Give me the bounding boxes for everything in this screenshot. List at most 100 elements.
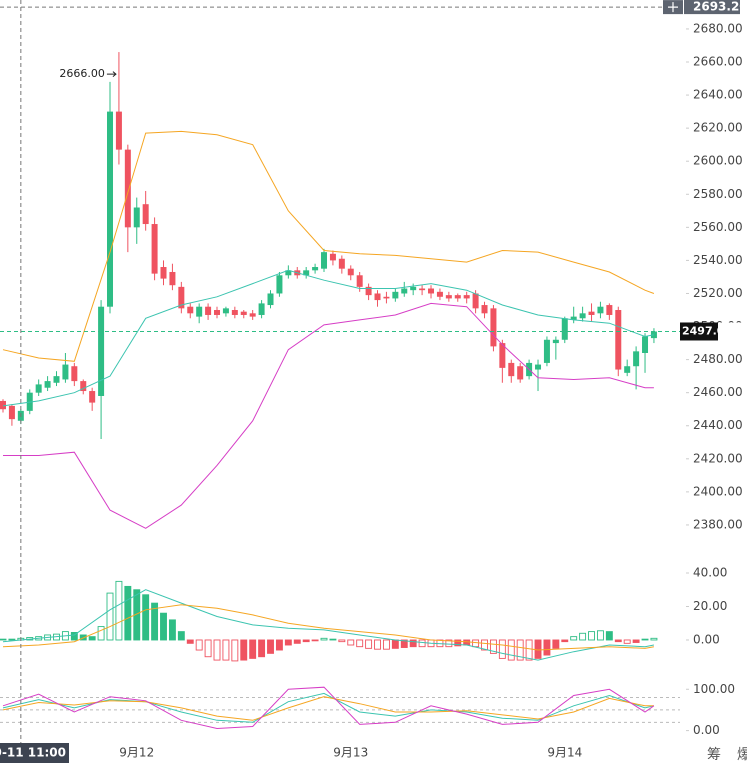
macd-bar bbox=[543, 639, 551, 656]
candle-body bbox=[115, 111, 122, 150]
candle-body bbox=[588, 311, 595, 315]
candle-body bbox=[267, 293, 274, 306]
macd-bar bbox=[374, 639, 381, 650]
macd-bar bbox=[579, 632, 587, 641]
candle-body bbox=[463, 295, 470, 299]
candle-body bbox=[214, 310, 221, 315]
last-price-box bbox=[680, 322, 718, 341]
macd-bar bbox=[115, 580, 123, 641]
macd-bar bbox=[275, 639, 283, 651]
macd-bar bbox=[142, 594, 150, 641]
candle-body bbox=[303, 270, 310, 276]
candle-body bbox=[615, 310, 622, 370]
y-tick-label: 2620.00 bbox=[693, 121, 743, 135]
macd-bar bbox=[249, 639, 257, 659]
y-tick-label: 2580.00 bbox=[693, 187, 743, 201]
y-tick-label: 2640.00 bbox=[693, 88, 743, 102]
candle-body bbox=[392, 291, 399, 299]
macd-bar bbox=[302, 639, 310, 643]
candle-body bbox=[8, 405, 15, 420]
macd-bar bbox=[88, 636, 96, 641]
candle-body bbox=[642, 336, 649, 353]
y-tick-label: 2460.00 bbox=[693, 385, 743, 399]
candle-body bbox=[650, 331, 657, 339]
indicator-line bbox=[2, 269, 654, 407]
macd-bar bbox=[623, 639, 631, 644]
candle-body bbox=[142, 204, 149, 225]
macd-bar bbox=[329, 638, 337, 641]
macd-bar bbox=[605, 631, 613, 641]
toolbar-button[interactable]: 筹 bbox=[707, 746, 721, 763]
y-tick-label: 2600.00 bbox=[693, 154, 743, 168]
indicator-line bbox=[3, 302, 654, 529]
macd-bar bbox=[124, 585, 132, 641]
candle-body bbox=[133, 207, 140, 228]
macd-bar bbox=[561, 639, 569, 643]
candle-body bbox=[401, 288, 408, 294]
macd-bar bbox=[204, 639, 212, 658]
candle-body bbox=[374, 293, 381, 301]
candle-body bbox=[151, 224, 158, 274]
candle-body bbox=[347, 268, 354, 276]
crosshair-time-box bbox=[0, 743, 69, 763]
candle-body bbox=[428, 288, 435, 294]
candle-body bbox=[107, 111, 114, 307]
toolbar-button[interactable]: 爆 bbox=[737, 747, 747, 763]
y-tick-label: 2480.00 bbox=[693, 352, 743, 366]
candle-body bbox=[410, 286, 417, 291]
macd-bar bbox=[489, 639, 497, 654]
candle-body bbox=[124, 149, 131, 228]
axis-area: 2380.00 2400.00 2420.00 2440.00 2460.00 2480.… bbox=[686, 21, 743, 737]
candle-body bbox=[508, 362, 515, 377]
macd-bar bbox=[311, 639, 319, 642]
indicator-line bbox=[2, 696, 654, 721]
candle-body bbox=[579, 313, 586, 319]
candle-body bbox=[178, 286, 185, 309]
indicator-line bbox=[2, 589, 654, 661]
macd-bar bbox=[463, 639, 471, 646]
y-tick-label: 100.00 bbox=[693, 682, 735, 696]
candle-body bbox=[231, 310, 238, 315]
candle-body bbox=[419, 288, 426, 291]
macd-bar bbox=[240, 639, 248, 661]
macd-bar bbox=[570, 636, 578, 641]
macd-bar bbox=[177, 631, 185, 641]
macd-bar bbox=[133, 589, 141, 641]
candle-body bbox=[329, 253, 336, 261]
candle-body bbox=[570, 316, 577, 320]
candle-body bbox=[490, 308, 497, 347]
candle-body bbox=[249, 313, 256, 317]
macd-bar bbox=[8, 638, 16, 641]
y-tick-label: 2520.00 bbox=[693, 286, 743, 300]
candle-body bbox=[160, 267, 167, 279]
macd-bar bbox=[186, 639, 194, 644]
candle-body bbox=[222, 308, 229, 314]
add-icon bbox=[668, 2, 678, 13]
macd-bar bbox=[338, 639, 346, 643]
macd-bar bbox=[391, 639, 399, 649]
candle-body bbox=[436, 291, 443, 297]
macd-bar bbox=[472, 639, 480, 648]
macd-bar bbox=[596, 630, 604, 641]
macd-bar bbox=[454, 639, 462, 647]
macd-bar bbox=[106, 592, 114, 641]
macd-bar bbox=[258, 639, 266, 658]
y-tick-label: 2380.00 bbox=[693, 517, 743, 531]
macd-bar bbox=[231, 639, 239, 662]
macd-bar bbox=[498, 639, 506, 659]
candle-body bbox=[258, 303, 265, 315]
candle-body bbox=[0, 400, 6, 410]
y-tick-label: 20.00 bbox=[693, 599, 727, 613]
indicator-line bbox=[2, 686, 655, 730]
crosshair-time: -09-11 11:00 bbox=[0, 746, 66, 760]
candle-body bbox=[454, 295, 461, 299]
candle-body bbox=[356, 275, 363, 287]
y-tick-label: 2560.00 bbox=[693, 220, 743, 234]
macd-bar bbox=[222, 639, 230, 661]
macd-bar bbox=[267, 639, 274, 654]
last-price-cover bbox=[718, 322, 747, 341]
candle-body bbox=[169, 271, 176, 286]
macd-bar bbox=[293, 639, 301, 644]
y-tick-label: 2420.00 bbox=[693, 451, 743, 465]
macd-bar bbox=[552, 639, 560, 649]
